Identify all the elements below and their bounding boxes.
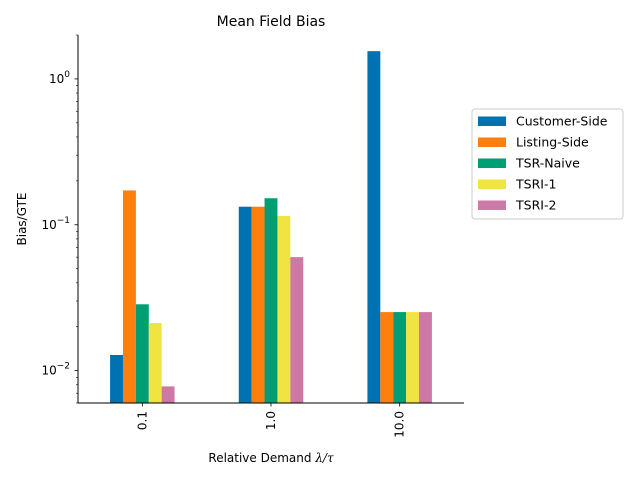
x-tick-label: 1.0 bbox=[264, 411, 278, 430]
x-axis-label: Relative Demand λ/τ bbox=[208, 451, 334, 465]
bar-tsri-2-1-0 bbox=[290, 257, 304, 403]
bar-customer-side-10-0 bbox=[367, 51, 381, 404]
bar-tsri-1-1-0 bbox=[277, 215, 291, 403]
y-tick-label: 10−1 bbox=[41, 216, 70, 232]
legend-label: TSR-Naive bbox=[515, 156, 580, 171]
legend-label: Customer-Side bbox=[516, 114, 608, 129]
y-tick-label: 10−2 bbox=[41, 362, 70, 378]
legend-swatch bbox=[478, 137, 506, 147]
legend-swatch bbox=[478, 116, 506, 126]
bar-listing-side-10-0 bbox=[380, 312, 394, 403]
legend-frame bbox=[471, 108, 624, 220]
x-tick-label: 0.1 bbox=[135, 411, 149, 430]
bar-tsri-1-0-1 bbox=[148, 323, 162, 403]
legend-label: TSRI-1 bbox=[515, 177, 556, 192]
y-tick-label-base: 10 bbox=[49, 72, 64, 86]
bar-listing-side-1-0 bbox=[251, 206, 265, 403]
bar-tsr-naive-1-0 bbox=[264, 198, 278, 403]
bar-tsri-2-10-0 bbox=[419, 312, 432, 403]
y-tick-label: 100 bbox=[49, 70, 70, 86]
legend-label: TSRI-2 bbox=[515, 198, 556, 213]
bars-group bbox=[110, 51, 432, 404]
y-tick-label-exponent: −2 bbox=[57, 362, 70, 372]
legend: Customer-Side Listing-Side TSR-Naive TSRI-1… bbox=[471, 108, 624, 220]
y-tick-label-base: 10 bbox=[41, 218, 56, 232]
x-ticks-group: 0.1 1.0 10.0 bbox=[135, 403, 407, 438]
bar-tsr-naive-10-0 bbox=[393, 312, 407, 403]
y-tick-label-exponent: −1 bbox=[57, 216, 70, 226]
y-tick-label-base: 10 bbox=[41, 364, 56, 378]
legend-label: Listing-Side bbox=[516, 135, 589, 150]
legend-items: Customer-Side Listing-Side TSR-Naive TSRI-1… bbox=[478, 114, 608, 213]
bar-customer-side-0-1 bbox=[110, 355, 123, 403]
bar-customer-side-1-0 bbox=[238, 206, 252, 403]
x-axis-label-math: λ/τ bbox=[314, 451, 334, 465]
legend-swatch bbox=[478, 158, 506, 168]
x-tick-label: 10.0 bbox=[393, 411, 407, 438]
bar-listing-side-0-1 bbox=[122, 190, 136, 403]
bar-tsri-2-0-1 bbox=[161, 386, 175, 403]
bar-tsri-1-10-0 bbox=[406, 312, 420, 403]
x-axis-label-text: Relative Demand bbox=[208, 451, 315, 465]
legend-swatch bbox=[478, 179, 506, 189]
chart-title: Mean Field Bias bbox=[217, 14, 326, 30]
y-tick-label-exponent: 0 bbox=[64, 70, 70, 80]
bar-tsr-naive-0-1 bbox=[135, 304, 149, 403]
y-axis-label: Bias/GTE bbox=[15, 193, 29, 246]
legend-swatch bbox=[478, 200, 506, 210]
